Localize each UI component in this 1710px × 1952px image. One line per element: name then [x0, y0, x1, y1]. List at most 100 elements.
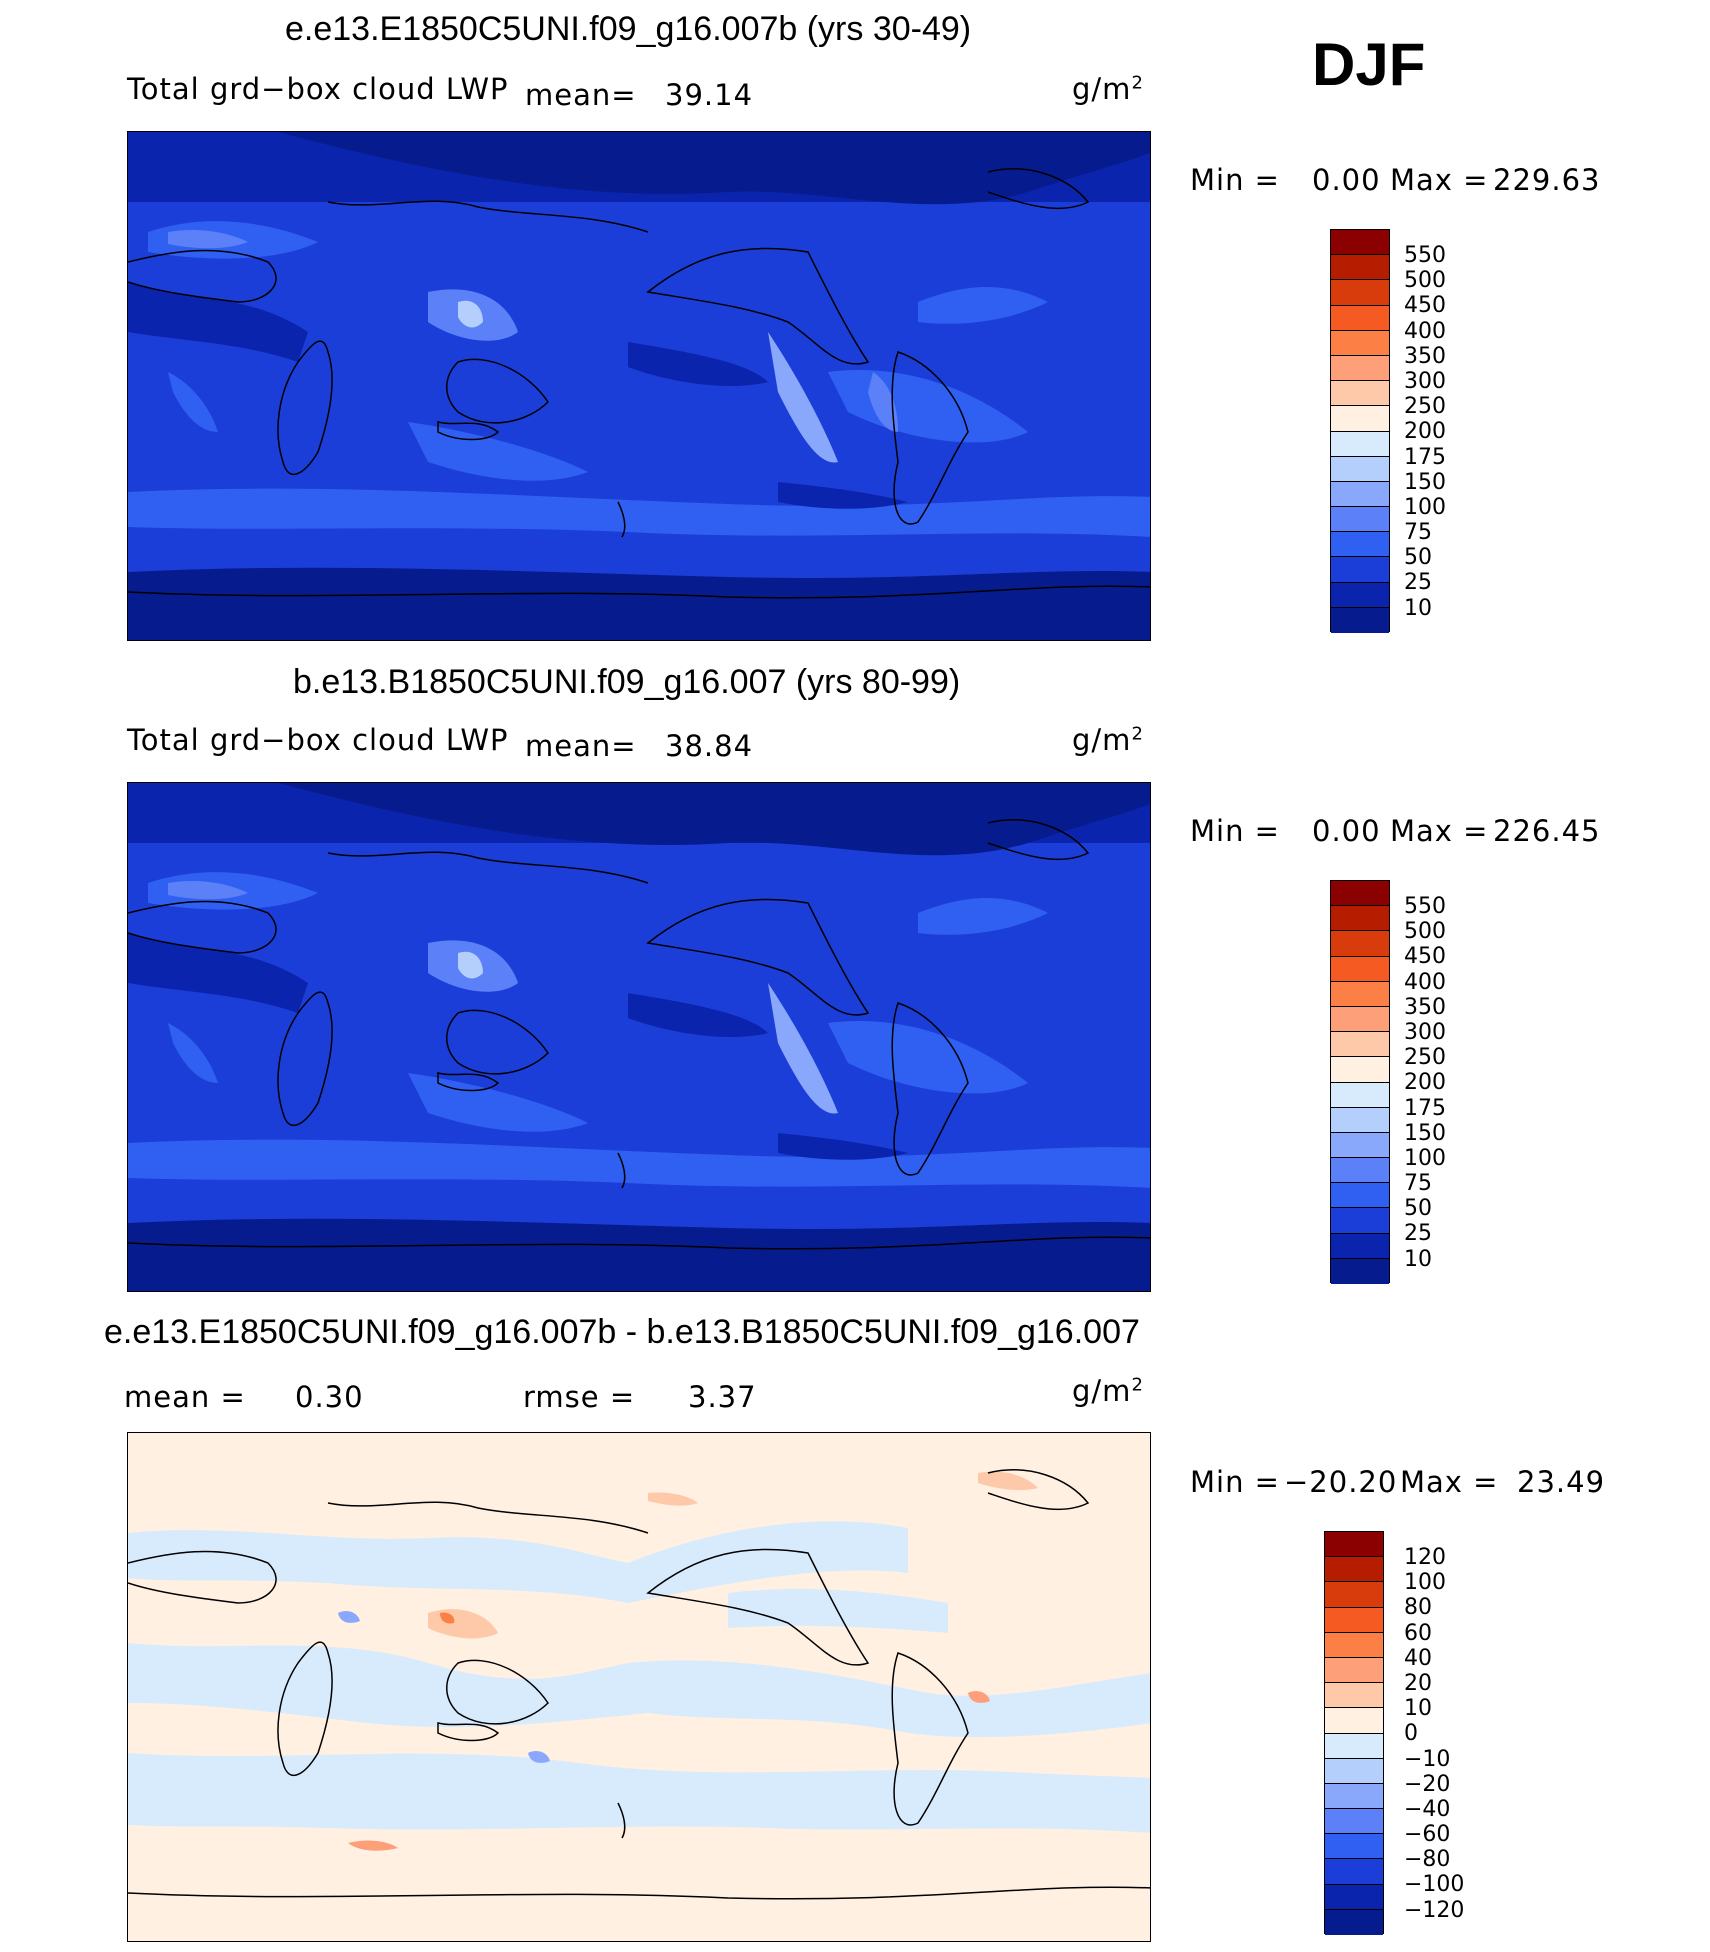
panel-1-map — [127, 131, 1151, 641]
colorbar-tick-label: −80 — [1404, 1847, 1451, 1873]
colorbar-segment — [1331, 280, 1389, 306]
panel-2-colorbar-labels: 550 500 450 400 350 300 250 200 175 150 100 75 50 25 1… — [1404, 894, 1446, 1272]
colorbar-segment — [1331, 355, 1389, 382]
colorbar-tick-label: 550 — [1404, 894, 1446, 919]
colorbar-tick-label: 350 — [1404, 994, 1446, 1020]
colorbar-tick-label: −100 — [1404, 1872, 1465, 1898]
colorbar-segment — [1325, 1884, 1383, 1910]
colorbar-tick-label: 150 — [1404, 469, 1446, 495]
colorbar-segment — [1331, 507, 1389, 533]
colorbar-tick-label: 175 — [1404, 1095, 1446, 1121]
panel-1-title: e.e13.E1850C5UNI.f09_g16.007b (yrs 30-49… — [285, 10, 972, 48]
colorbar-segment — [1325, 1683, 1383, 1709]
colorbar-tick-label: 550 — [1404, 243, 1446, 268]
colorbar-tick-label: 400 — [1404, 318, 1446, 344]
panel-2-variable: Total grd−box cloud LWP — [127, 723, 509, 757]
colorbar-tick-label: 10 — [1404, 1246, 1432, 1272]
colorbar-tick-label: 100 — [1404, 1570, 1446, 1596]
colorbar-tick-label: 10 — [1404, 595, 1432, 621]
colorbar-tick-label: 75 — [1404, 520, 1432, 546]
colorbar-segment — [1331, 1107, 1389, 1133]
colorbar-segment — [1331, 1158, 1389, 1184]
panel-1-max-value: 229.63 — [1493, 163, 1601, 197]
panel-3-title: e.e13.E1850C5UNI.f09_g16.007b - b.e13.B1… — [104, 1313, 1140, 1351]
colorbar-segment — [1325, 1809, 1383, 1835]
panel-3-max-label: Max = — [1400, 1465, 1499, 1499]
colorbar-tick-label: −20 — [1404, 1771, 1451, 1797]
colorbar-segment — [1331, 1233, 1389, 1259]
panel-2-title: b.e13.B1850C5UNI.f09_g16.007 (yrs 80-99) — [293, 663, 961, 701]
panel-2-min-label: Min = — [1190, 814, 1280, 848]
colorbar-tick-label: 150 — [1404, 1120, 1446, 1146]
units-superscript: 2 — [1131, 72, 1144, 94]
colorbar-segment — [1331, 1183, 1389, 1209]
units-text: g/m — [1072, 72, 1132, 106]
panel-1-units: g/m2 — [1072, 72, 1144, 106]
colorbar-segment — [1331, 305, 1389, 331]
colorbar-tick-label: 350 — [1404, 343, 1446, 369]
panel-2-mean-label: mean= — [525, 729, 637, 763]
panel-1-variable: Total grd−box cloud LWP — [127, 72, 509, 106]
colorbar-tick-label: 500 — [1404, 268, 1446, 294]
colorbar-tick-label: 200 — [1404, 1070, 1446, 1096]
panel-3-mean-label: mean = — [124, 1380, 246, 1414]
panel-2-mean-value: 38.84 — [665, 729, 754, 763]
colorbar-segment — [1325, 1733, 1383, 1759]
colorbar-segment — [1331, 255, 1389, 281]
panel-3-map — [127, 1432, 1151, 1942]
colorbar-segment — [1325, 1859, 1383, 1885]
colorbar-segment — [1331, 230, 1389, 256]
panel-1-min-label: Min = — [1190, 163, 1280, 197]
colorbar-tick-label: −10 — [1404, 1746, 1451, 1772]
colorbar-segment — [1331, 557, 1389, 583]
colorbar-segment — [1325, 1909, 1383, 1935]
colorbar-tick-label: 250 — [1404, 394, 1446, 420]
colorbar-tick-label: 25 — [1404, 1221, 1432, 1247]
panel-3-rmse-label: rmse = — [523, 1380, 636, 1414]
colorbar-tick-label: 300 — [1404, 368, 1446, 394]
colorbar-segment — [1325, 1758, 1383, 1784]
colorbar-segment — [1331, 607, 1389, 633]
panel-2-colorbar — [1330, 880, 1390, 1284]
colorbar-segment — [1325, 1708, 1383, 1734]
panel-3-max-value: 23.49 — [1517, 1465, 1606, 1499]
panel-1-mean-value: 39.14 — [665, 78, 754, 112]
colorbar-tick-label: 60 — [1404, 1620, 1432, 1646]
panel-2-max-label: Max = — [1390, 814, 1489, 848]
colorbar-segment — [1331, 981, 1389, 1007]
colorbar-tick-label: 400 — [1404, 969, 1446, 995]
colorbar-segment — [1325, 1783, 1383, 1810]
panel-3-colorbar — [1324, 1531, 1384, 1935]
colorbar-tick-label: 250 — [1404, 1045, 1446, 1071]
colorbar-tick-label: 100 — [1404, 1145, 1446, 1171]
colorbar-tick-label: −60 — [1404, 1822, 1451, 1848]
colorbar-segment — [1325, 1557, 1383, 1583]
panel-3-min-value: −20.20 — [1284, 1465, 1398, 1499]
colorbar-segment — [1331, 431, 1389, 457]
panel-3-min-label: Min = — [1190, 1465, 1280, 1499]
colorbar-tick-label: 80 — [1404, 1595, 1432, 1621]
colorbar-tick-label: 50 — [1404, 545, 1432, 571]
colorbar-segment — [1331, 330, 1389, 356]
colorbar-segment — [1325, 1532, 1383, 1558]
colorbar-segment — [1331, 406, 1389, 432]
units-text: g/m — [1072, 1374, 1132, 1408]
panel-1-map-field — [128, 132, 1150, 640]
colorbar-tick-label: −40 — [1404, 1796, 1451, 1822]
panel-3-colorbar-labels: 120 100 80 60 40 20 10 0 −10 −20 −40 −60 −80 −100 −120 — [1404, 1545, 1464, 1923]
panel-2-map — [127, 782, 1151, 1292]
panel-1-colorbar — [1330, 229, 1390, 633]
colorbar-segment — [1331, 906, 1389, 932]
colorbar-segment — [1331, 956, 1389, 982]
panel-3-map-field — [128, 1433, 1150, 1941]
panel-2-min-value: 0.00 — [1312, 814, 1381, 848]
colorbar-segment — [1331, 1132, 1389, 1159]
panel-1-max-label: Max = — [1390, 163, 1489, 197]
colorbar-tick-label: 20 — [1404, 1670, 1432, 1696]
panel-1-min-value: 0.00 — [1312, 163, 1381, 197]
season-label: DJF — [1312, 31, 1426, 98]
colorbar-segment — [1331, 1208, 1389, 1234]
units-superscript: 2 — [1131, 1374, 1144, 1396]
colorbar-segment — [1331, 881, 1389, 907]
colorbar-segment — [1325, 1632, 1383, 1658]
